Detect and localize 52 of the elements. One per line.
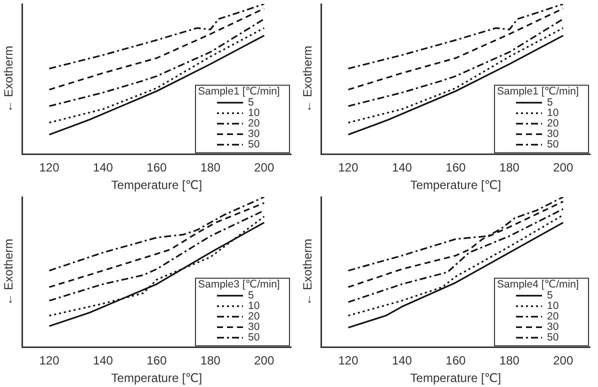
x-tick-label: 140 xyxy=(392,160,412,175)
x-tick-label: 160 xyxy=(146,354,168,368)
y-axis-title: ← Exotherm xyxy=(2,238,16,306)
legend-label: 5 xyxy=(547,96,553,109)
x-tick-label: 140 xyxy=(92,354,114,368)
x-tick-label: 160 xyxy=(446,354,466,368)
legend-title: Sample1 [℃/min] xyxy=(198,86,280,98)
x-tick-label: 140 xyxy=(392,354,412,368)
x-tick-label: 200 xyxy=(553,160,574,175)
legend-label: 50 xyxy=(248,332,260,344)
x-tick-label: 140 xyxy=(92,160,114,175)
legend-label: 5 xyxy=(248,290,254,302)
legend-title: Sample1 [℃/min] xyxy=(497,86,579,98)
x-axis-title: Temperature [℃] xyxy=(111,371,202,386)
x-tick-label: 180 xyxy=(200,354,221,368)
x-tick-label: 120 xyxy=(39,160,60,175)
legend-title: Sample3 [℃/min] xyxy=(198,278,280,291)
legend-label: 10 xyxy=(248,107,260,120)
y-axis-title: ← Exotherm xyxy=(300,238,315,306)
x-tick-label: 160 xyxy=(146,160,168,175)
x-tick-label: 200 xyxy=(553,354,574,368)
legend-label: 30 xyxy=(547,128,559,140)
x-tick-label: 180 xyxy=(499,160,520,175)
legend-label: 10 xyxy=(547,300,559,312)
x-tick-label: 120 xyxy=(338,354,359,368)
legend-label: 50 xyxy=(248,138,260,151)
x-tick-label: 120 xyxy=(39,354,60,368)
x-tick-label: 120 xyxy=(338,160,359,175)
x-tick-label: 160 xyxy=(446,160,466,175)
x-axis-title: Temperature [℃] xyxy=(410,371,502,386)
legend-title: Sample4 [℃/min] xyxy=(497,278,579,291)
legend-label: 30 xyxy=(248,321,260,334)
x-tick-label: 200 xyxy=(254,354,274,368)
legend-label: 20 xyxy=(248,118,260,130)
legend-label: 5 xyxy=(248,96,254,109)
x-axis-title: Temperature [℃] xyxy=(410,178,502,192)
legend-label: 50 xyxy=(547,138,559,151)
legend-label: 5 xyxy=(547,290,553,302)
legend-label: 30 xyxy=(547,321,559,334)
legend-label: 20 xyxy=(547,310,559,323)
x-tick-label: 180 xyxy=(499,354,520,368)
x-axis-title: Temperature [℃] xyxy=(111,178,202,192)
x-tick-label: 180 xyxy=(200,160,221,175)
legend-label: 10 xyxy=(547,107,559,120)
legend-label: 10 xyxy=(248,300,260,312)
legend-label: 20 xyxy=(547,118,559,130)
y-axis-title: ← Exotherm xyxy=(2,46,16,112)
legend-label: 50 xyxy=(547,332,559,344)
x-tick-label: 200 xyxy=(254,160,274,175)
y-axis-title: ← Exotherm xyxy=(300,46,315,112)
legend-label: 30 xyxy=(248,128,260,140)
legend-label: 20 xyxy=(248,310,260,323)
